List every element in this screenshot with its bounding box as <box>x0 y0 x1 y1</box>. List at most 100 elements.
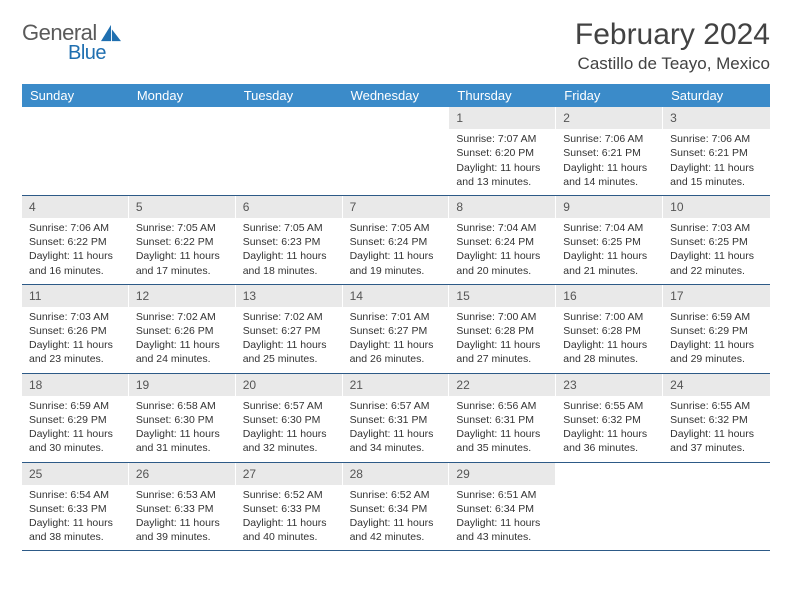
sunset-line: Sunset: 6:24 PM <box>456 235 549 249</box>
sunset-line: Sunset: 6:29 PM <box>670 324 763 338</box>
sunrise-line: Sunrise: 6:53 AM <box>136 488 229 502</box>
daylight-line: Daylight: 11 hours and 34 minutes. <box>350 427 443 455</box>
day-number: 15 <box>449 285 556 307</box>
day-number: 9 <box>556 196 663 218</box>
sunrise-line: Sunrise: 7:04 AM <box>563 221 656 235</box>
day-cell: 8Sunrise: 7:04 AMSunset: 6:24 PMDaylight… <box>449 196 556 284</box>
day-number: 3 <box>663 107 770 129</box>
daylight-line: Daylight: 11 hours and 30 minutes. <box>29 427 122 455</box>
daylight-line: Daylight: 11 hours and 31 minutes. <box>136 427 229 455</box>
logo-sail-icon <box>98 23 124 43</box>
day-details: Sunrise: 6:53 AMSunset: 6:33 PMDaylight:… <box>129 485 236 551</box>
day-details: Sunrise: 7:03 AMSunset: 6:26 PMDaylight:… <box>22 307 129 373</box>
day-number: 7 <box>343 196 450 218</box>
sunrise-line: Sunrise: 6:59 AM <box>670 310 763 324</box>
sunset-line: Sunset: 6:32 PM <box>670 413 763 427</box>
sunrise-line: Sunrise: 6:58 AM <box>136 399 229 413</box>
week-row: 25Sunrise: 6:54 AMSunset: 6:33 PMDayligh… <box>22 463 770 552</box>
day-number: 14 <box>343 285 450 307</box>
day-details: Sunrise: 6:56 AMSunset: 6:31 PMDaylight:… <box>449 396 556 462</box>
weekday-header: Sunday Monday Tuesday Wednesday Thursday… <box>22 84 770 107</box>
day-cell: 24Sunrise: 6:55 AMSunset: 6:32 PMDayligh… <box>663 374 770 462</box>
day-cell: 23Sunrise: 6:55 AMSunset: 6:32 PMDayligh… <box>556 374 663 462</box>
day-details: Sunrise: 7:05 AMSunset: 6:23 PMDaylight:… <box>236 218 343 284</box>
day-details: Sunrise: 7:00 AMSunset: 6:28 PMDaylight:… <box>449 307 556 373</box>
sunset-line: Sunset: 6:25 PM <box>670 235 763 249</box>
daylight-line: Daylight: 11 hours and 21 minutes. <box>563 249 656 277</box>
daylight-line: Daylight: 11 hours and 38 minutes. <box>29 516 122 544</box>
header: General Blue February 2024 Castillo de T… <box>22 18 770 74</box>
sunset-line: Sunset: 6:34 PM <box>456 502 549 516</box>
day-details: Sunrise: 6:55 AMSunset: 6:32 PMDaylight:… <box>556 396 663 462</box>
daylight-line: Daylight: 11 hours and 20 minutes. <box>456 249 549 277</box>
day-cell: 9 Sunrise: 7:04 AMSunset: 6:25 PMDaylight… <box>556 196 663 284</box>
daylight-line: Daylight: 11 hours and 23 minutes. <box>29 338 122 366</box>
day-cell: 26Sunrise: 6:53 AMSunset: 6:33 PMDayligh… <box>129 463 236 551</box>
day-number: 4 <box>22 196 129 218</box>
day-cell: 20Sunrise: 6:57 AMSunset: 6:30 PMDayligh… <box>236 374 343 462</box>
daylight-line: Daylight: 11 hours and 29 minutes. <box>670 338 763 366</box>
day-cell: 29 Sunrise: 6:51 AMSunset: 6:34 PMDayligh… <box>449 463 556 551</box>
day-cell: 2Sunrise: 7:06 AMSunset: 6:21 PMDaylight… <box>556 107 663 195</box>
day-details: Sunrise: 6:57 AMSunset: 6:31 PMDaylight:… <box>343 396 450 462</box>
location: Castillo de Teayo, Mexico <box>575 54 770 74</box>
day-details: Sunrise: 7:07 AMSunset: 6:20 PMDaylight:… <box>449 129 556 195</box>
empty-cell <box>22 107 129 195</box>
daylight-line: Daylight: 11 hours and 28 minutes. <box>563 338 656 366</box>
day-cell: 22Sunrise: 6:56 AMSunset: 6:31 PMDayligh… <box>449 374 556 462</box>
sunset-line: Sunset: 6:24 PM <box>350 235 443 249</box>
day-number: 24 <box>663 374 770 396</box>
sunrise-line: Sunrise: 7:00 AM <box>456 310 549 324</box>
day-details: Sunrise: 6:54 AMSunset: 6:33 PMDaylight:… <box>22 485 129 551</box>
sunrise-line: Sunrise: 6:52 AM <box>243 488 336 502</box>
day-number: 19 <box>129 374 236 396</box>
sunset-line: Sunset: 6:34 PM <box>350 502 443 516</box>
day-details: Sunrise: 7:02 AMSunset: 6:27 PMDaylight:… <box>236 307 343 373</box>
sunrise-line: Sunrise: 6:57 AM <box>243 399 336 413</box>
empty-cell <box>663 463 770 551</box>
daylight-line: Daylight: 11 hours and 43 minutes. <box>456 516 549 544</box>
day-cell: 16Sunrise: 7:00 AMSunset: 6:28 PMDayligh… <box>556 285 663 373</box>
daylight-line: Daylight: 11 hours and 18 minutes. <box>243 249 336 277</box>
sunset-line: Sunset: 6:33 PM <box>243 502 336 516</box>
day-cell: 3Sunrise: 7:06 AMSunset: 6:21 PMDaylight… <box>663 107 770 195</box>
daylight-line: Daylight: 11 hours and 24 minutes. <box>136 338 229 366</box>
day-number: 26 <box>129 463 236 485</box>
weekday-label: Tuesday <box>236 84 343 107</box>
sunset-line: Sunset: 6:25 PM <box>563 235 656 249</box>
sunrise-line: Sunrise: 7:03 AM <box>29 310 122 324</box>
sunrise-line: Sunrise: 6:51 AM <box>456 488 549 502</box>
day-number: 5 <box>129 196 236 218</box>
day-cell: 5Sunrise: 7:05 AMSunset: 6:22 PMDaylight… <box>129 196 236 284</box>
sunrise-line: Sunrise: 7:07 AM <box>456 132 549 146</box>
day-number: 25 <box>22 463 129 485</box>
sunset-line: Sunset: 6:27 PM <box>243 324 336 338</box>
day-details: Sunrise: 7:03 AMSunset: 6:25 PMDaylight:… <box>663 218 770 284</box>
week-row: 1Sunrise: 7:07 AMSunset: 6:20 PMDaylight… <box>22 107 770 196</box>
day-number: 22 <box>449 374 556 396</box>
empty-cell <box>556 463 663 551</box>
week-row: 18Sunrise: 6:59 AMSunset: 6:29 PMDayligh… <box>22 374 770 463</box>
week-row: 4 Sunrise: 7:06 AMSunset: 6:22 PM Daylight… <box>22 196 770 285</box>
day-number: 29 <box>449 463 556 485</box>
day-details: Sunrise: 6:52 AMSunset: 6:34 PMDaylight:… <box>343 485 450 551</box>
day-details: Sunrise: 7:00 AMSunset: 6:28 PMDaylight:… <box>556 307 663 373</box>
daylight-line: Daylight: 11 hours and 25 minutes. <box>243 338 336 366</box>
day-details: Sunrise: 6:55 AMSunset: 6:32 PMDaylight:… <box>663 396 770 462</box>
sunset-line: Sunset: 6:30 PM <box>136 413 229 427</box>
weeks-container: 1Sunrise: 7:07 AMSunset: 6:20 PMDaylight… <box>22 107 770 551</box>
day-cell: 17Sunrise: 6:59 AMSunset: 6:29 PMDayligh… <box>663 285 770 373</box>
weekday-label: Sunday <box>22 84 129 107</box>
sunset-line: Sunset: 6:28 PM <box>563 324 656 338</box>
daylight-line: Daylight: 11 hours and 22 minutes. <box>670 249 763 277</box>
title-block: February 2024 Castillo de Teayo, Mexico <box>575 18 770 74</box>
sunrise-line: Sunrise: 7:02 AM <box>136 310 229 324</box>
sunset-line: Sunset: 6:22 PM <box>29 235 122 249</box>
daylight-line: Daylight: 11 hours and 40 minutes. <box>243 516 336 544</box>
sunrise-line: Sunrise: 7:02 AM <box>243 310 336 324</box>
day-number: 18 <box>22 374 129 396</box>
day-details: Sunrise: 7:06 AMSunset: 6:21 PMDaylight:… <box>556 129 663 195</box>
day-number: 23 <box>556 374 663 396</box>
day-cell: 25Sunrise: 6:54 AMSunset: 6:33 PMDayligh… <box>22 463 129 551</box>
sunrise-line: Sunrise: 7:06 AM <box>29 221 122 235</box>
